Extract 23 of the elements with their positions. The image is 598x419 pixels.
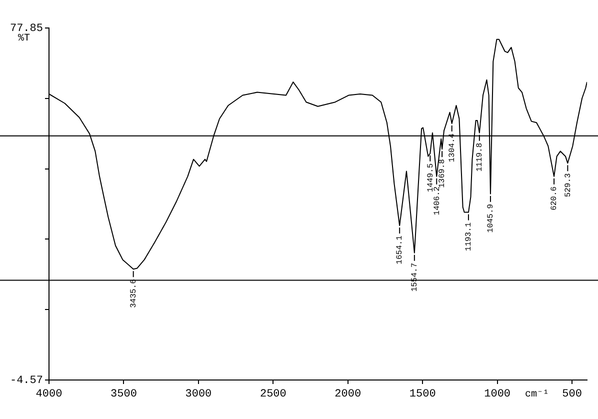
x-axis-title: cm⁻¹ [524,390,550,401]
x-tick-label: 500 [562,388,582,401]
x-tick-label: 3500 [110,388,137,401]
x-tick-label: 3000 [185,388,212,401]
annotation: 529.3 [564,172,573,198]
annotation: 1369.8 [438,158,448,188]
annotation: 1119.8 [476,142,485,172]
annotation: 1654.1 [396,235,405,264]
x-tick-label: 4000 [36,388,62,401]
x-tick-label: 2500 [260,388,286,401]
y-tick-label: -4.57 [10,374,43,387]
annotation: 1304.4 [448,133,457,162]
y-axis-title: %T [18,34,30,45]
annotation: 3435.6 [129,278,138,308]
x-tick-label: 2000 [334,388,362,401]
x-tick-label: 1500 [409,388,436,401]
annotation: 620.6 [550,186,560,210]
annotation: 1406.2 [432,186,442,216]
x-tick-label: 1000 [484,388,511,401]
annotation: 1554.7 [410,262,420,292]
y-tick-label: 77.85 [10,22,43,35]
annotation: 1045.9 [486,204,496,233]
annotation: 1193.1 [464,222,474,252]
